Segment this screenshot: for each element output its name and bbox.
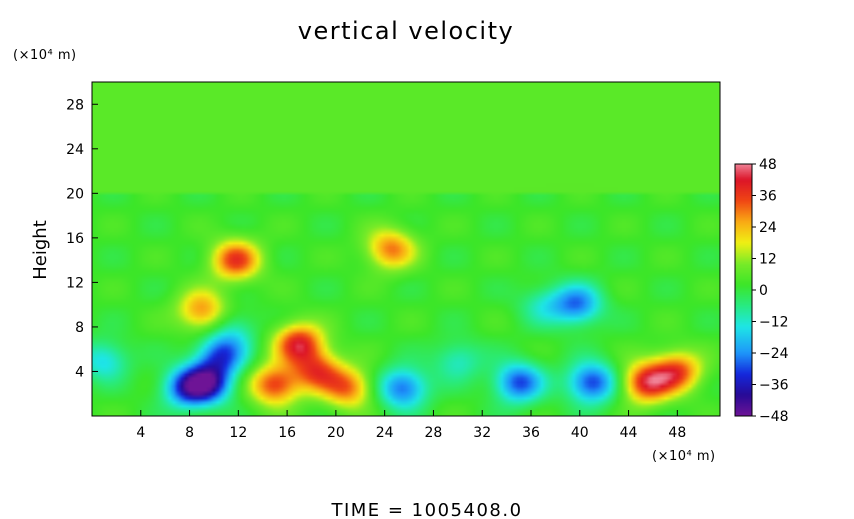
y-tick-label: 16 — [66, 231, 84, 247]
y-tick-label: 20 — [66, 186, 84, 202]
x-tick-label: 28 — [425, 425, 443, 441]
y-tick-label: 28 — [66, 97, 84, 113]
x-axis-unit: (×10⁴ m) — [652, 449, 716, 464]
y-tick-label: 4 — [75, 364, 84, 380]
x-tick-label: 32 — [473, 425, 491, 441]
x-tick-label: 4 — [136, 425, 145, 441]
x-tick-label: 44 — [620, 425, 638, 441]
colorbar-ticks: 48 36 24 12 0 −12 −24 −36 −48 — [752, 157, 789, 425]
colorbar-tick-label: 48 — [759, 157, 777, 173]
colorbar-tick-label: −24 — [759, 346, 789, 362]
colorbar-tick-label: −48 — [759, 409, 789, 425]
x-tick-label: 20 — [327, 425, 345, 441]
x-tick-label: 48 — [668, 425, 686, 441]
colorbar — [735, 164, 752, 416]
y-tick-label: 12 — [66, 275, 84, 291]
y-tick-label: 24 — [66, 142, 84, 158]
colorbar-tick-label: −36 — [759, 378, 789, 394]
y-tick-label: 8 — [75, 320, 84, 336]
colorbar-tick-label: −12 — [759, 315, 789, 331]
plot-frame — [91, 81, 721, 417]
x-tick-label: 16 — [278, 425, 296, 441]
x-tick-label: 24 — [376, 425, 394, 441]
x-tick-label: 12 — [229, 425, 247, 441]
x-tick-label: 36 — [522, 425, 540, 441]
y-axis-label: Height — [30, 220, 51, 280]
velocity-field — [92, 82, 720, 416]
x-axis: 4 8 12 16 20 24 28 32 36 40 44 48 — [136, 410, 686, 441]
time-label: TIME = 1005408.0 — [330, 500, 522, 519]
x-tick-label: 8 — [185, 425, 194, 441]
y-axis: 4 8 12 16 20 24 28 — [66, 97, 98, 380]
chart-title: vertical velocity — [298, 17, 514, 45]
colorbar-tick-label: 12 — [759, 252, 777, 268]
y-axis-unit: (×10⁴ m) — [13, 48, 77, 63]
colorbar-tick-label: 24 — [759, 220, 777, 236]
colorbar-tick-label: 36 — [759, 189, 777, 205]
colorbar-tick-label: 0 — [759, 283, 768, 299]
x-tick-label: 40 — [571, 425, 589, 441]
